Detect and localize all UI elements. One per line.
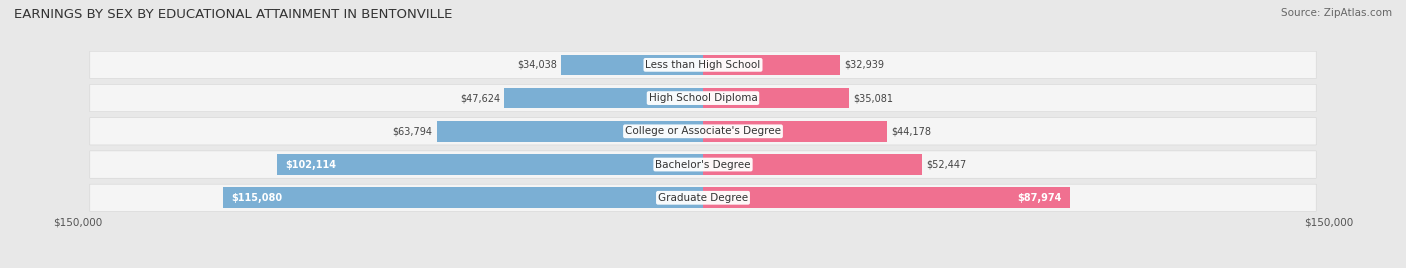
Bar xyxy=(703,88,849,108)
Bar xyxy=(703,154,922,175)
Text: High School Diploma: High School Diploma xyxy=(648,93,758,103)
Text: $47,624: $47,624 xyxy=(460,93,501,103)
Text: $44,178: $44,178 xyxy=(891,126,931,136)
Bar xyxy=(703,55,841,75)
Bar xyxy=(277,154,703,175)
Bar xyxy=(703,121,887,142)
Text: $115,080: $115,080 xyxy=(232,193,283,203)
Text: $63,794: $63,794 xyxy=(392,126,433,136)
Bar xyxy=(703,188,1070,208)
Text: Graduate Degree: Graduate Degree xyxy=(658,193,748,203)
FancyBboxPatch shape xyxy=(90,118,1316,145)
Text: EARNINGS BY SEX BY EDUCATIONAL ATTAINMENT IN BENTONVILLE: EARNINGS BY SEX BY EDUCATIONAL ATTAINMEN… xyxy=(14,8,453,21)
Bar xyxy=(561,55,703,75)
Text: College or Associate's Degree: College or Associate's Degree xyxy=(626,126,780,136)
FancyBboxPatch shape xyxy=(90,84,1316,112)
Bar xyxy=(505,88,703,108)
Text: Bachelor's Degree: Bachelor's Degree xyxy=(655,159,751,170)
Text: Source: ZipAtlas.com: Source: ZipAtlas.com xyxy=(1281,8,1392,18)
Text: $102,114: $102,114 xyxy=(285,159,336,170)
FancyBboxPatch shape xyxy=(90,151,1316,178)
Text: Less than High School: Less than High School xyxy=(645,60,761,70)
Legend: Male, Female: Male, Female xyxy=(645,265,761,268)
FancyBboxPatch shape xyxy=(90,184,1316,211)
Bar xyxy=(224,188,703,208)
Text: $87,974: $87,974 xyxy=(1017,193,1062,203)
Text: $35,081: $35,081 xyxy=(853,93,893,103)
Text: $32,939: $32,939 xyxy=(845,60,884,70)
FancyBboxPatch shape xyxy=(90,51,1316,79)
Text: $52,447: $52,447 xyxy=(927,159,966,170)
Text: $34,038: $34,038 xyxy=(517,60,557,70)
Bar xyxy=(437,121,703,142)
